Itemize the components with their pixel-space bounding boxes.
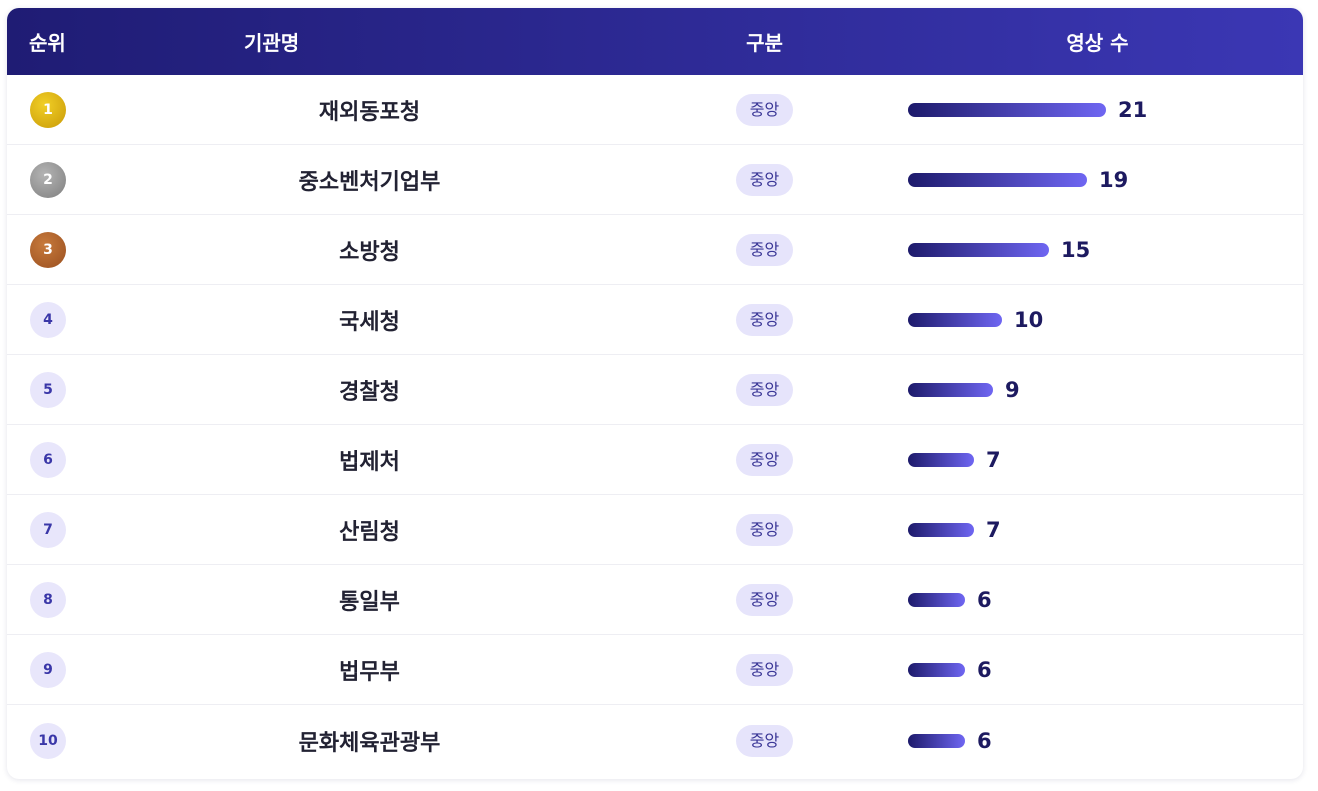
rank-cell: 8: [7, 581, 102, 618]
agency-name: 국세청: [339, 309, 400, 335]
rank-cell: 5: [7, 371, 102, 408]
count-cell: 10: [892, 308, 1303, 332]
type-cell: 중앙: [637, 583, 892, 616]
count-value: 15: [1061, 237, 1091, 262]
table-row: 1 재외동포청 중앙 21: [7, 75, 1303, 145]
type-badge: 중앙: [735, 233, 794, 266]
header-name: 기관명: [244, 31, 300, 55]
count-bar: [908, 522, 974, 537]
agency-name: 소방청: [339, 239, 400, 265]
rank-badge: 8: [30, 581, 66, 618]
table-row: 7 산림청 중앙 7: [7, 495, 1303, 565]
agency-name: 문화체육관광부: [298, 730, 441, 756]
count-bar: [908, 172, 1087, 187]
rank-cell: 1: [7, 91, 102, 128]
count-value: 10: [1014, 307, 1044, 332]
count-value: 19: [1099, 167, 1129, 192]
rank-badge: 10: [30, 722, 66, 759]
agency-name: 법무부: [339, 659, 400, 685]
count-bar: [908, 242, 1049, 257]
agency-name: 법제처: [339, 449, 400, 475]
count-value: 7: [986, 447, 1001, 472]
type-badge: 중앙: [735, 163, 794, 196]
agency-name: 경찰청: [339, 379, 400, 405]
rank-badge: 4: [30, 301, 66, 338]
rank-cell: 9: [7, 651, 102, 688]
table-row: 6 법제처 중앙 7: [7, 425, 1303, 495]
type-cell: 중앙: [637, 724, 892, 757]
type-badge: 중앙: [735, 373, 794, 406]
count-bar: [908, 382, 993, 397]
rank-cell: 3: [7, 231, 102, 268]
type-cell: 중앙: [637, 303, 892, 336]
count-bar: [908, 102, 1106, 117]
count-bar: [908, 452, 974, 467]
table-row: 5 경찰청 중앙 9: [7, 355, 1303, 425]
ranking-table: 순위 기관명 구분 영상 수 1 재외동포청 중앙 21 2 중소벤처기업부 중앙 19 3 소방…: [7, 8, 1303, 779]
count-value: 9: [1005, 377, 1020, 402]
rank-badge: 9: [30, 651, 66, 688]
type-badge: 중앙: [735, 583, 794, 616]
table-row: 3 소방청 중앙 15: [7, 215, 1303, 285]
table-row: 8 통일부 중앙 6: [7, 565, 1303, 635]
count-bar: [908, 592, 965, 607]
count-bar: [908, 662, 965, 677]
count-value: 6: [977, 587, 992, 612]
count-bar: [908, 312, 1002, 327]
type-cell: 중앙: [637, 653, 892, 686]
agency-name: 재외동포청: [318, 99, 421, 125]
table-row: 2 중소벤처기업부 중앙 19: [7, 145, 1303, 215]
count-value: 6: [977, 657, 992, 682]
table-header: 순위 기관명 구분 영상 수: [7, 8, 1303, 75]
agency-name: 산림청: [339, 519, 400, 545]
rank-cell: 4: [7, 301, 102, 338]
type-cell: 중앙: [637, 93, 892, 126]
bronze-medal-badge: 3: [30, 231, 66, 268]
silver-medal-badge: 2: [30, 161, 66, 198]
count-cell: 6: [892, 588, 1303, 612]
type-cell: 중앙: [637, 163, 892, 196]
header-count: 영상 수: [1066, 31, 1129, 55]
rank-badge: 6: [30, 441, 66, 478]
type-cell: 중앙: [637, 513, 892, 546]
count-value: 21: [1118, 97, 1148, 122]
header-rank: 순위: [29, 31, 66, 55]
agency-name: 중소벤처기업부: [298, 169, 441, 195]
count-cell: 15: [892, 238, 1303, 262]
type-cell: 중앙: [637, 373, 892, 406]
count-cell: 7: [892, 518, 1303, 542]
count-value: 7: [986, 517, 1001, 542]
header-type: 구분: [746, 31, 783, 55]
count-cell: 6: [892, 658, 1303, 682]
table-row: 10 문화체육관광부 중앙 6: [7, 705, 1303, 776]
type-badge: 중앙: [735, 303, 794, 336]
count-cell: 21: [892, 98, 1303, 122]
count-cell: 19: [892, 168, 1303, 192]
count-cell: 9: [892, 378, 1303, 402]
count-cell: 6: [892, 729, 1303, 753]
rank-cell: 2: [7, 161, 102, 198]
table-body: 1 재외동포청 중앙 21 2 중소벤처기업부 중앙 19 3 소방청 중앙 15 4 국세청 중앙 10 5 경…: [7, 75, 1303, 776]
table-row: 4 국세청 중앙 10: [7, 285, 1303, 355]
table-row: 9 법무부 중앙 6: [7, 635, 1303, 705]
type-badge: 중앙: [735, 443, 794, 476]
rank-badge: 5: [30, 371, 66, 408]
count-bar: [908, 733, 965, 748]
rank-cell: 10: [7, 722, 102, 759]
type-cell: 중앙: [637, 233, 892, 266]
agency-name: 통일부: [339, 589, 400, 615]
type-cell: 중앙: [637, 443, 892, 476]
type-badge: 중앙: [735, 513, 794, 546]
gold-medal-badge: 1: [30, 91, 66, 128]
type-badge: 중앙: [735, 93, 794, 126]
type-badge: 중앙: [735, 653, 794, 686]
type-badge: 중앙: [735, 724, 794, 757]
rank-badge: 7: [30, 511, 66, 548]
rank-cell: 7: [7, 511, 102, 548]
count-value: 6: [977, 728, 992, 753]
rank-cell: 6: [7, 441, 102, 478]
count-cell: 7: [892, 448, 1303, 472]
